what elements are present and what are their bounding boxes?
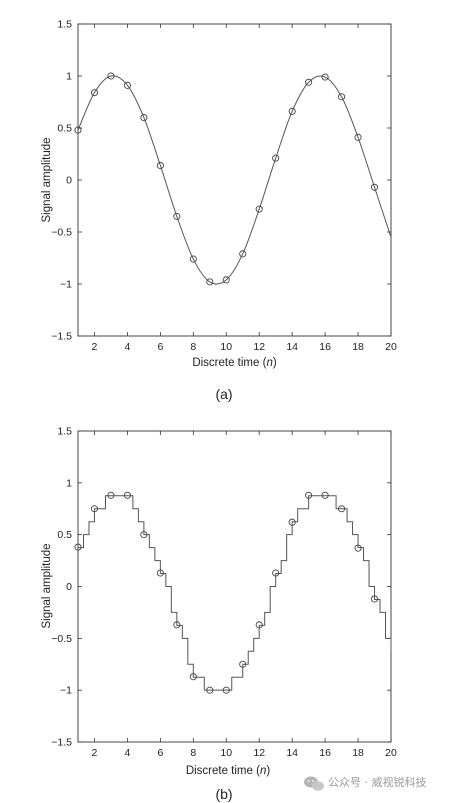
sample-point xyxy=(272,569,280,577)
plot-frame xyxy=(77,430,392,743)
sample-point xyxy=(305,78,313,86)
sample-point xyxy=(206,686,214,694)
y-tick-labels: 1.5 1 0.5 0 −0.5 −1 −1.5 xyxy=(51,426,72,749)
y-tick-label: 0 xyxy=(66,175,72,187)
x-tick-labels: 2 4 6 8 10 12 14 16 18 20 xyxy=(92,341,397,353)
plot-frame xyxy=(77,23,392,337)
x-tick-labels: 2 4 6 8 10 12 14 16 18 20 xyxy=(92,747,397,759)
sample-markers xyxy=(74,491,379,694)
tick-marks xyxy=(78,430,392,743)
sample-point xyxy=(123,491,131,499)
sample-point xyxy=(74,126,82,134)
x-tick-label: 8 xyxy=(190,747,196,759)
sample-point xyxy=(189,255,197,263)
sample-point xyxy=(288,107,296,115)
y-tick-label: 1.5 xyxy=(57,19,72,31)
sample-point xyxy=(370,183,379,191)
watermark-text: 公众号 · 威视锐科技 xyxy=(328,775,427,789)
wechat-icon xyxy=(304,776,324,791)
sample-point xyxy=(370,595,379,603)
panel-caption: (b) xyxy=(215,786,232,802)
x-tick-label: 2 xyxy=(92,341,98,353)
y-axis-label: Signal amplitude xyxy=(41,543,53,628)
y-tick-label: −1.5 xyxy=(51,737,72,749)
x-tick-label: 16 xyxy=(319,747,331,759)
sample-point xyxy=(354,544,362,552)
x-tick-label: 16 xyxy=(319,341,331,353)
sample-point xyxy=(255,205,263,213)
sample-point xyxy=(173,212,181,220)
y-tick-label: 0 xyxy=(66,581,72,593)
x-tick-label: 10 xyxy=(220,341,232,353)
x-axis-label: Discrete time (n) xyxy=(186,765,271,777)
sample-point xyxy=(222,686,230,694)
panel-caption: (a) xyxy=(215,386,232,402)
sample-point xyxy=(123,81,131,89)
x-tick-label: 18 xyxy=(352,747,364,759)
quantized-signal-curve xyxy=(78,495,392,691)
y-tick-label: −0.5 xyxy=(51,633,72,645)
y-tick-label: −0.5 xyxy=(51,227,72,239)
x-tick-label: 14 xyxy=(286,341,298,353)
sample-point xyxy=(272,154,280,162)
y-axis-label: Signal amplitude xyxy=(41,137,53,222)
y-tick-label: 1 xyxy=(66,477,72,489)
sample-point xyxy=(338,93,346,101)
y-tick-label: 0.5 xyxy=(57,529,72,541)
sample-point xyxy=(305,491,313,499)
y-tick-labels: 1.5 1 0.5 0 −0.5 −1 −1.5 xyxy=(51,19,72,343)
x-tick-label: 20 xyxy=(385,747,397,759)
sample-point xyxy=(255,621,263,629)
sample-point xyxy=(156,161,164,169)
x-tick-label: 14 xyxy=(286,747,298,759)
x-axis-label: Discrete time (n) xyxy=(192,357,277,369)
x-tick-label: 20 xyxy=(385,341,397,353)
x-tick-label: 18 xyxy=(352,341,364,353)
sample-point xyxy=(338,505,346,513)
x-tick-label: 6 xyxy=(157,341,163,353)
sample-point xyxy=(321,491,329,499)
sample-point xyxy=(321,73,329,81)
sample-point xyxy=(173,621,181,629)
sample-point xyxy=(90,89,99,97)
y-tick-label: 1.5 xyxy=(57,426,72,438)
sample-point xyxy=(140,531,148,539)
sample-point xyxy=(90,505,99,513)
y-tick-label: −1 xyxy=(60,685,72,697)
x-tick-label: 12 xyxy=(253,341,265,353)
x-tick-label: 10 xyxy=(220,747,232,759)
x-tick-label: 8 xyxy=(190,341,196,353)
sample-point xyxy=(189,673,197,681)
sample-point xyxy=(206,278,214,286)
sample-point xyxy=(222,276,230,284)
watermark: 公众号 · 威视锐科技 xyxy=(304,775,427,791)
sample-markers xyxy=(74,72,379,286)
x-tick-label: 4 xyxy=(124,341,130,353)
x-tick-label: 6 xyxy=(157,747,163,759)
y-tick-label: −1.5 xyxy=(51,331,72,343)
sample-point xyxy=(354,133,362,141)
sample-point xyxy=(74,543,82,551)
y-tick-label: −1 xyxy=(60,279,72,291)
sample-point xyxy=(239,660,247,668)
y-tick-label: 0.5 xyxy=(57,123,72,135)
sample-point xyxy=(107,491,115,499)
panel-b: 2 4 6 8 10 12 14 16 18 20 1.5 1 0.5 0 −0.5 −1 −1.5 Disc… xyxy=(41,426,397,803)
x-tick-label: 4 xyxy=(124,747,130,759)
x-tick-label: 12 xyxy=(253,747,265,759)
x-tick-label: 2 xyxy=(92,747,98,759)
sample-point xyxy=(156,569,164,577)
sample-point xyxy=(107,72,115,80)
y-tick-label: 1 xyxy=(66,71,72,83)
sample-point xyxy=(140,114,148,122)
panel-a: 2 4 6 8 10 12 14 16 18 20 1.5 1 0.5 0 −0.5 −1 −1.5 Disc… xyxy=(41,19,397,403)
sample-point xyxy=(288,518,296,526)
sample-point xyxy=(239,250,247,258)
